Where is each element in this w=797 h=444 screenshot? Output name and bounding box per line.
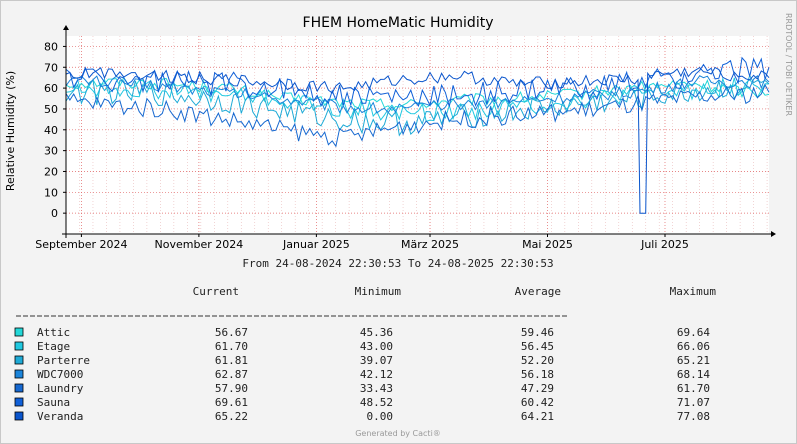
legend-current: 65.22 <box>215 410 248 423</box>
y-axis-arrow <box>63 25 69 30</box>
legend-minimum: 42.12 <box>360 368 393 381</box>
x-tick-label: März 2025 <box>401 238 459 251</box>
x-tick-label: Juli 2025 <box>640 238 689 251</box>
legend-minimum: 39.07 <box>360 354 393 367</box>
series-line-laundry <box>65 83 770 148</box>
legend-current: 57.90 <box>215 382 248 395</box>
y-tick-label: 30 <box>44 145 58 158</box>
legend-minimum: 43.00 <box>360 340 393 353</box>
series-line-sauna <box>65 56 770 107</box>
legend-header-minimum: Minimum <box>355 285 402 298</box>
legend-average: 56.18 <box>521 368 554 381</box>
legend-maximum: 65.21 <box>677 354 710 367</box>
legend-name: Sauna <box>37 396 70 409</box>
legend-name: Parterre <box>37 354 90 367</box>
legend-average: 64.21 <box>521 410 554 423</box>
legend-name: Attic <box>37 326 70 339</box>
legend-average: 52.20 <box>521 354 554 367</box>
y-tick-label: 60 <box>44 82 58 95</box>
legend-minimum: 0.00 <box>367 410 394 423</box>
legend-current: 61.70 <box>215 340 248 353</box>
rrdtool-watermark: RRDTOOL / TOBI OETIKER <box>784 13 793 116</box>
legend-average: 47.29 <box>521 382 554 395</box>
y-tick-label: 70 <box>44 61 58 74</box>
legend-current: 56.67 <box>215 326 248 339</box>
y-tick-label: 50 <box>44 103 58 116</box>
legend-swatch <box>14 327 24 337</box>
legend-name: Etage <box>37 340 70 353</box>
series-line-veranda <box>65 66 770 214</box>
y-tick-label: 10 <box>44 186 58 199</box>
legend-header: Current Minimum Average Maximum <box>193 285 717 298</box>
legend-minimum: 33.43 <box>360 382 393 395</box>
legend-header-average: Average <box>515 285 561 298</box>
y-tick-label: 20 <box>44 165 58 178</box>
legend-header-maximum: Maximum <box>670 285 717 298</box>
legend-minimum: 45.36 <box>360 326 393 339</box>
legend-name: Laundry <box>37 382 84 395</box>
legend-maximum: 66.06 <box>677 340 710 353</box>
legend-average: 59.46 <box>521 326 554 339</box>
x-tick-label: Januar 2025 <box>282 238 350 251</box>
legend-swatch <box>14 383 24 393</box>
x-axis-arrow <box>771 231 776 237</box>
series-lines <box>65 56 770 214</box>
legend-swatch <box>14 369 24 379</box>
legend-swatch <box>14 355 24 365</box>
legend-swatch <box>14 411 24 421</box>
legend-name: WDC7000 <box>37 368 83 381</box>
x-tick-label: November 2024 <box>155 238 244 251</box>
y-tick-label: 40 <box>44 124 58 137</box>
legend-header-current: Current <box>193 285 239 298</box>
legend-current: 61.81 <box>215 354 248 367</box>
footer: Generated by Cacti® <box>355 429 441 438</box>
legend-current: 62.87 <box>215 368 248 381</box>
y-tick-label: 0 <box>51 207 58 220</box>
x-tick-label: Mai 2025 <box>522 238 573 251</box>
legend-maximum: 61.70 <box>677 382 710 395</box>
axes <box>62 25 776 238</box>
series-line-parterre <box>65 74 770 137</box>
legend-swatch <box>14 341 24 351</box>
legend-name: Veranda <box>37 410 83 423</box>
legend-maximum: 77.08 <box>677 410 710 423</box>
x-tick-label: September 2024 <box>35 238 127 251</box>
legend-maximum: 69.64 <box>677 326 710 339</box>
legend-minimum: 48.52 <box>360 396 393 409</box>
time-range: From 24-08-2024 22:30:53 To 24-08-2025 2… <box>242 257 553 270</box>
legend-average: 56.45 <box>521 340 554 353</box>
chart-title: FHEM HomeMatic Humidity <box>303 15 494 31</box>
y-tick-label: 80 <box>44 40 58 53</box>
plot-area <box>66 36 769 234</box>
y-axis-label: Relative Humidity (%) <box>4 71 17 191</box>
legend-swatch <box>14 397 24 407</box>
legend: Attic 56.67 45.36 59.46 69.64 Etage 61.70 43.00… <box>14 326 710 423</box>
legend-current: 69.61 <box>215 396 248 409</box>
legend-maximum: 71.07 <box>677 396 710 409</box>
x-tick-labels: September 2024 November 2024 Januar 2025 Mä… <box>35 238 689 251</box>
legend-average: 60.42 <box>521 396 554 409</box>
legend-maximum: 68.14 <box>677 368 710 381</box>
y-tick-labels: 0 10 20 30 40 50 60 70 80 <box>44 40 58 220</box>
